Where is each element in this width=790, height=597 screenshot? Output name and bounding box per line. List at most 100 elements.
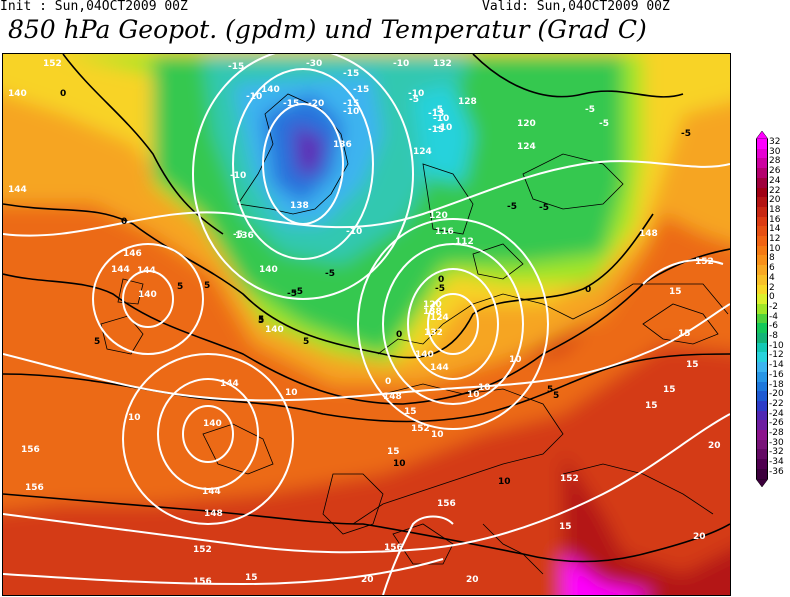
legend-swatch [756,216,768,227]
legend-value-label: 22 [769,185,781,196]
t-label: -5 [293,287,303,297]
legend-swatch [756,168,768,179]
legend-value-label: 14 [769,224,781,235]
t-label: -15 [343,99,359,109]
z-label: 152 [411,424,430,434]
legend-value-label: 10 [769,243,781,254]
z-label: 152 [560,474,579,484]
t-label: 20 [708,441,721,451]
valid-time-label: Valid: Sun,04OCT2009 00Z [482,0,670,14]
t-label: 10 [467,390,480,400]
legend-swatch [756,313,768,324]
legend-value-label: -34 [769,457,784,468]
z-label: 140 [415,350,434,360]
t-label: 20 [361,575,374,585]
t-label: 10 [128,413,141,423]
z-label: 112 [455,237,474,247]
t-label: 15 [404,407,417,417]
legend-swatch [756,468,768,479]
z-label: 144 [202,487,221,497]
legend-value-label: -26 [769,418,784,429]
z-label: 152 [695,257,714,267]
legend-value-label: 28 [769,156,781,167]
legend-swatch [756,294,768,305]
temperature-labels: 0 -15 -30 -15 -10 -15 -20 -15 -10 -10 -5… [60,59,721,585]
legend-swatch [756,197,768,208]
z-label: 140 [203,419,222,429]
legend-value-label: -8 [769,331,778,341]
z-label: 124 [517,142,536,152]
t-label: -10 [346,227,362,237]
z-label: 120 [423,300,442,310]
legend-value-label: 6 [769,263,775,274]
t-label: 15 [669,287,682,297]
legend-value-label: 4 [769,272,775,283]
z-label: 136 [235,231,254,241]
legend-swatch [756,352,768,363]
legend-swatch [756,459,768,470]
legend-value-label: -20 [769,389,784,400]
t-label: 15 [678,329,691,339]
t-label: 0 [121,217,127,227]
t-label: -10 [408,89,424,99]
legend-arrow-down-icon [756,478,768,487]
weather-map: 152 140 132 128 120 124 144 140 136 138 … [2,53,731,596]
t-label: 5 [547,385,553,395]
legend-value-label: 16 [769,214,781,225]
legend-value-label: -10 [769,340,784,351]
t-label: -10 [230,171,246,181]
legend-swatch [756,255,768,266]
legend-swatch [756,371,768,382]
z-label: 138 [290,201,309,211]
legend-value-label: -4 [769,311,778,322]
z-label: 148 [383,392,402,402]
z-label: 132 [424,328,443,338]
t-label: -5 [681,129,691,139]
z-label: 156 [437,499,456,509]
z-label: 152 [43,59,62,69]
z-label: 156 [384,543,403,553]
chart-title: 850 hPa Geopot. (gpdm) und Temperatur (G… [8,15,647,44]
legend-swatch [756,148,768,159]
legend-swatch [756,342,768,353]
t-label: -5 [287,289,297,299]
legend-value-label: 8 [769,253,775,264]
z-label: 152 [193,545,212,555]
t-label: -10 [393,59,409,69]
t-label: 0 [585,285,591,295]
t-label: 5 [177,282,183,292]
t-label: 10 [431,430,444,440]
legend-swatch [756,323,768,334]
t-label: -5 [433,105,443,115]
z-label: 120 [517,119,536,129]
t-label: 15 [245,573,258,583]
legend-value-label: 24 [769,175,781,186]
t-label: 15 [663,385,676,395]
legend-value-label: 12 [769,234,781,244]
legend-value-label: 2 [769,282,775,293]
t-label: 15 [645,401,658,411]
z-label: 156 [25,483,44,493]
t-label: -15 [343,69,359,79]
isohypses [3,54,730,595]
legend-swatch [756,177,768,188]
z-label: 140 [8,89,27,99]
legend-swatch [756,265,768,276]
legend-swatch [756,274,768,285]
t-label: 10 [509,355,522,365]
t-label: -10 [433,114,449,124]
z-label: 140 [261,85,280,95]
t-label: 5 [94,337,100,347]
legend-swatch [756,420,768,431]
t-label: -10 [343,107,359,117]
t-label: 10 [393,459,406,469]
legend-swatch [756,333,768,343]
z-label: 144 [430,363,449,373]
legend-value-label: 30 [769,146,781,157]
t-label: -30 [306,59,322,69]
legend-swatch [756,187,768,198]
z-label: 144 [220,379,239,389]
z-label: 148 [639,229,658,239]
z-label: 148 [204,509,223,519]
z-label: 124 [413,147,432,157]
